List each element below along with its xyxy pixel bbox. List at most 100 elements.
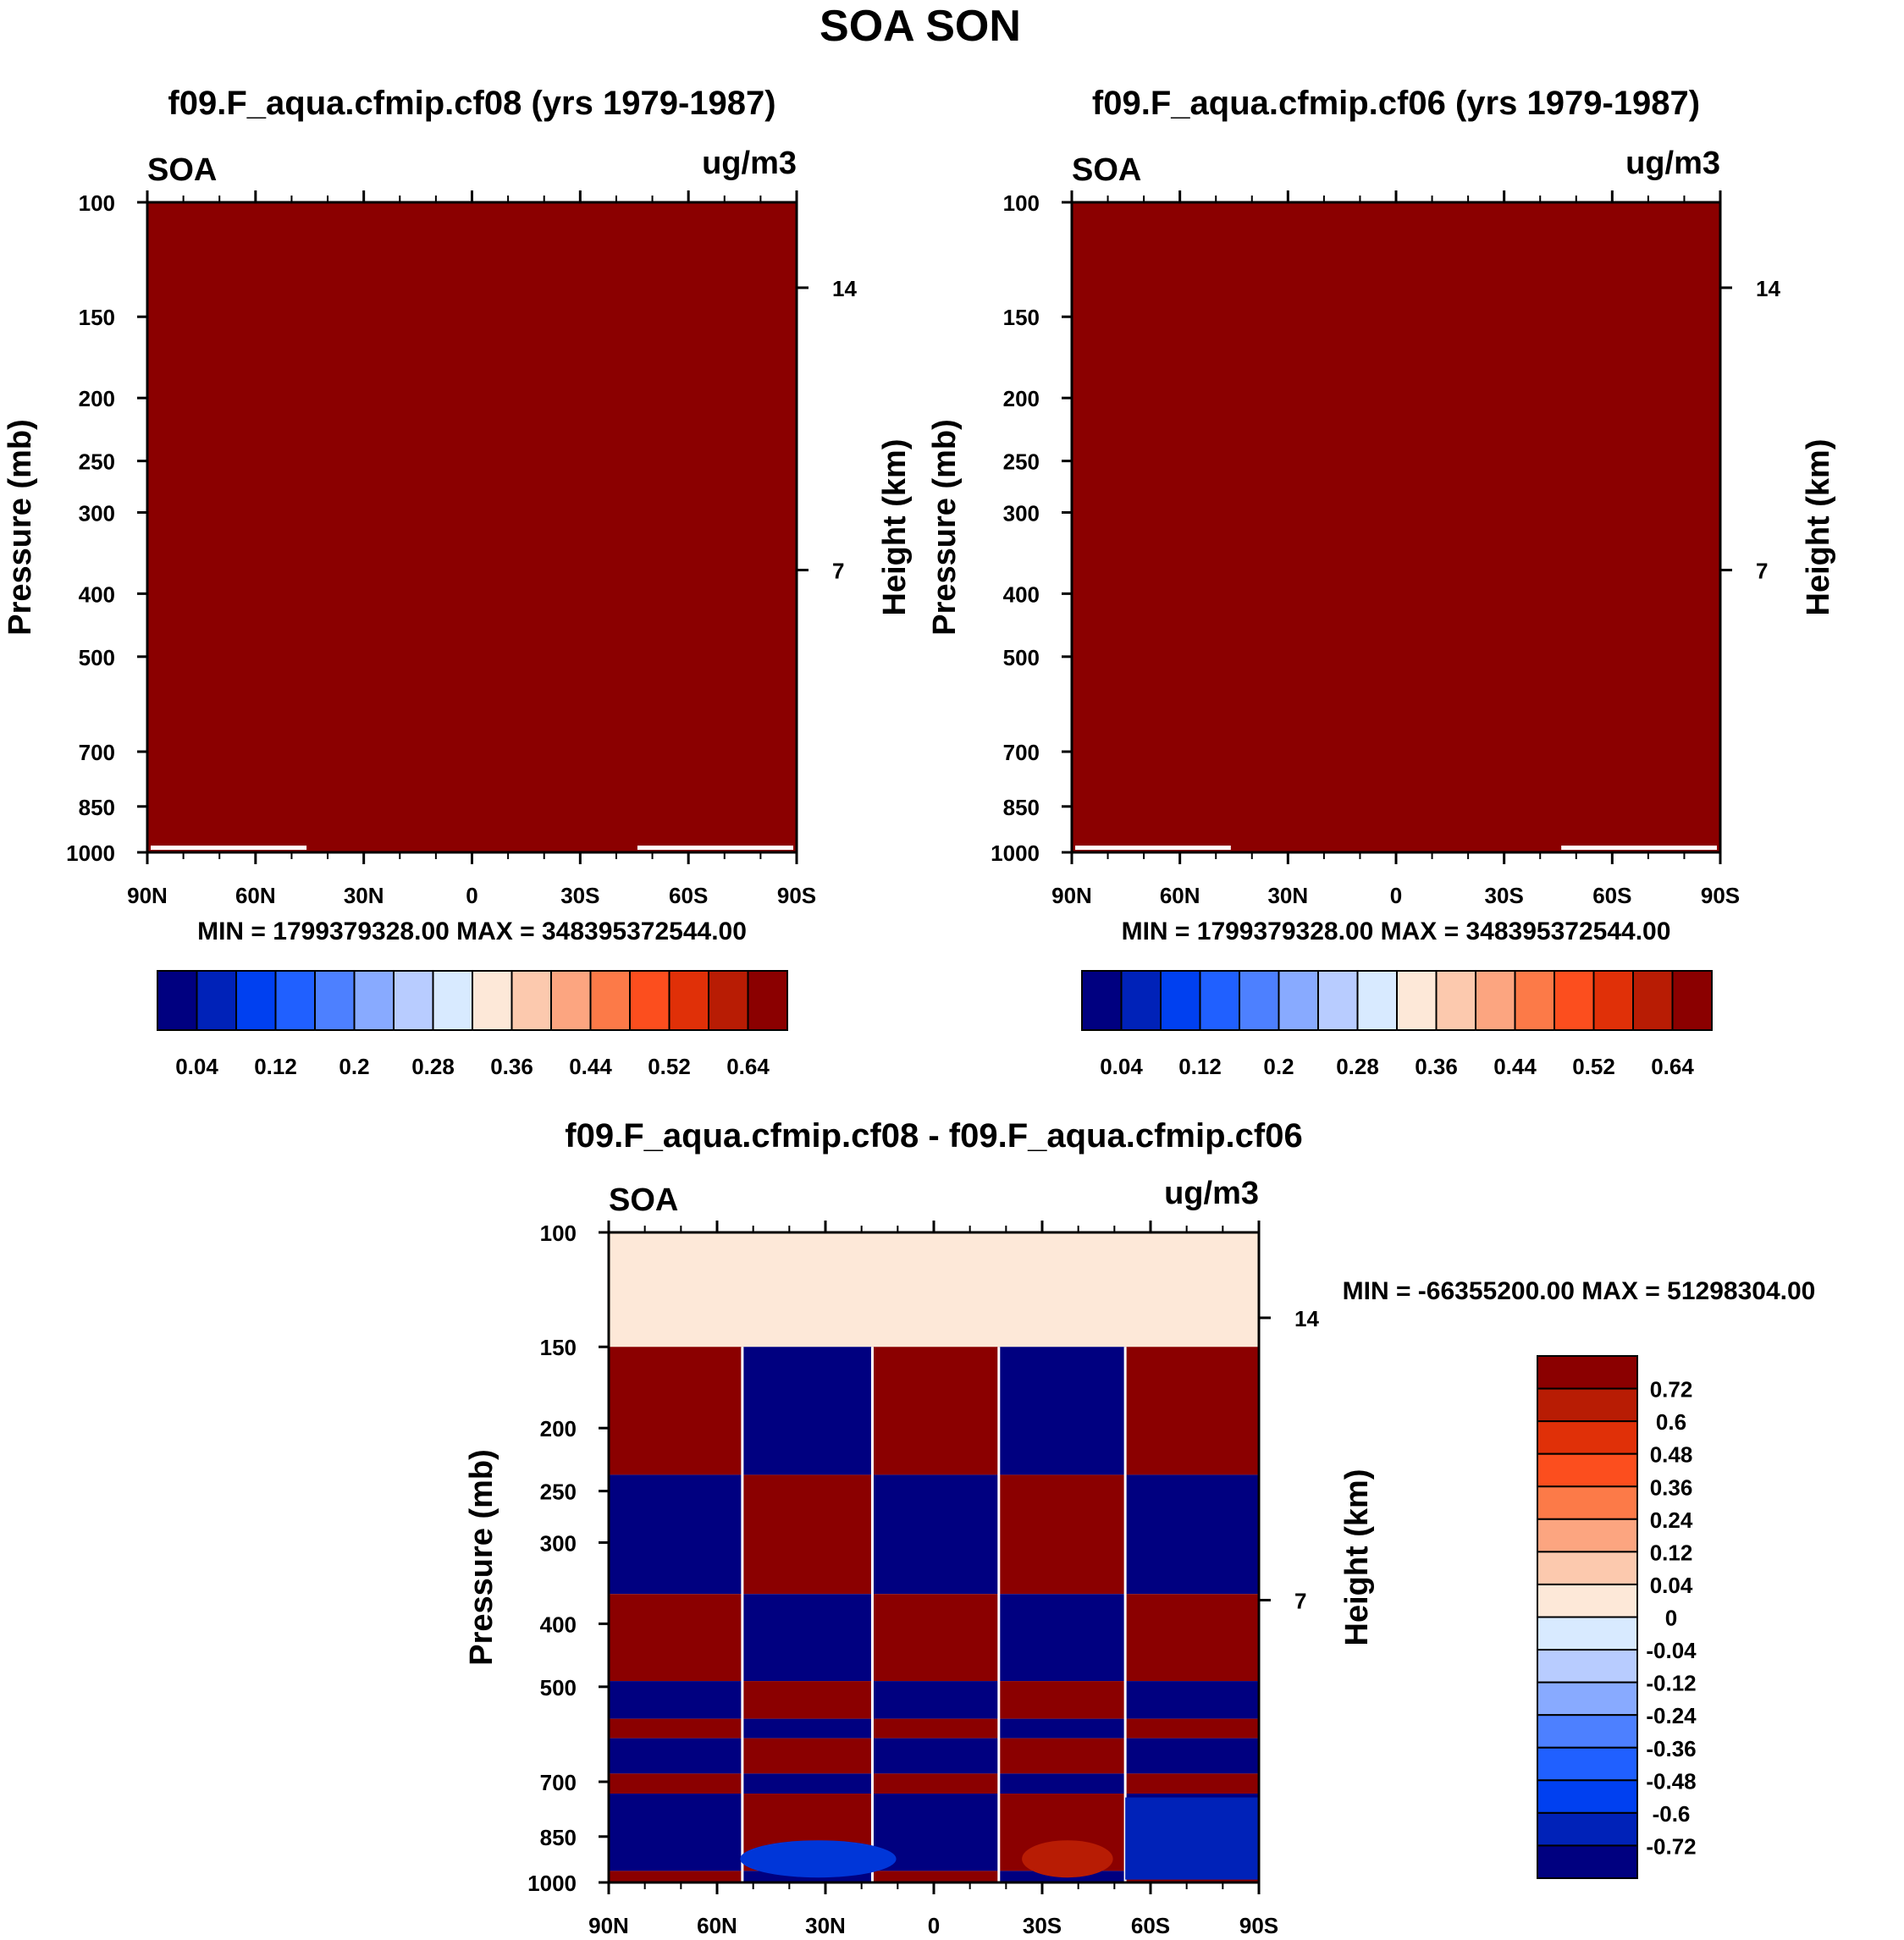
diff-cell (872, 1347, 999, 1475)
colorbar-swatch (1632, 970, 1674, 1031)
y-tick-label: 100 (79, 190, 115, 216)
x-tick-label: 90N (588, 1913, 629, 1938)
diff-cell (1125, 1681, 1259, 1719)
field-fill (1072, 202, 1720, 852)
field-label: SOA (147, 152, 217, 188)
x-tick-label: 30S (1023, 1913, 1062, 1938)
diff-cell (742, 1773, 873, 1794)
colorbar-swatch (1537, 1616, 1638, 1651)
colorbar-label: 0.12 (1650, 1540, 1693, 1565)
x-tick-label: 90N (127, 883, 168, 908)
colorbar-label: -0.24 (1646, 1703, 1697, 1728)
y-axis-title: Pressure (mb) (464, 1449, 499, 1666)
colorbar-swatch (157, 970, 198, 1031)
colorbar-label: 0.04 (175, 1054, 218, 1079)
top-layer (609, 1232, 1259, 1348)
field-label: SOA (609, 1182, 678, 1218)
colorbar-label: 0.12 (1178, 1054, 1222, 1079)
x-tick-label: 60S (1131, 1913, 1170, 1938)
colorbar-swatch (589, 970, 631, 1031)
y-tick-label: 200 (540, 1416, 577, 1441)
colorbar-swatch (1317, 970, 1359, 1031)
colorbar-label: 0.28 (1336, 1054, 1379, 1079)
y-tick-label: 250 (79, 449, 115, 475)
colorbar-swatch (747, 970, 788, 1031)
colorbar-swatch (510, 970, 552, 1031)
y-right-tick-label: 14 (1294, 1306, 1319, 1331)
colorbar-swatch (1537, 1551, 1638, 1585)
y-right-tick-label: 14 (1756, 276, 1780, 301)
colorbar-label: 0.04 (1650, 1573, 1693, 1598)
diff-cell (1125, 1718, 1259, 1739)
x-tick-label: 0 (1390, 883, 1402, 908)
y-right-axis-title: Height (km) (1339, 1469, 1375, 1646)
panel-difference: f09.F_aqua.cfmip.cf08 - f09.F_aqua.cfmip… (464, 1117, 1815, 1938)
y-tick-label: 700 (1003, 740, 1040, 765)
y-tick-label: 200 (1003, 386, 1040, 411)
colorbar-swatch (314, 970, 356, 1031)
y-tick-label: 300 (540, 1530, 577, 1556)
diff-cell (609, 1681, 742, 1719)
colorbar-swatch (1537, 1649, 1638, 1684)
diff-cell (742, 1681, 873, 1719)
x-tick-label: 30S (1485, 883, 1524, 908)
colorbar-swatch (1537, 1811, 1638, 1847)
colorbar-label: -0.12 (1646, 1671, 1696, 1696)
y-right-tick-label: 14 (832, 276, 857, 301)
y-tick-label: 150 (1003, 305, 1040, 330)
y-tick-label: 250 (1003, 449, 1040, 475)
diff-cell (998, 1474, 1126, 1595)
colorbar-swatch (353, 970, 395, 1031)
diff-cell (998, 1773, 1126, 1794)
units-label: ug/m3 (1164, 1176, 1259, 1211)
colorbar-swatch (1537, 1452, 1638, 1488)
colorbar-label: 0.28 (411, 1054, 455, 1079)
x-tick-label: 0 (928, 1913, 940, 1938)
colorbar-label: 0.72 (1650, 1377, 1693, 1403)
diff-cell (872, 1594, 999, 1682)
colorbar-swatch (432, 970, 473, 1031)
colorbar-swatch (1592, 970, 1634, 1031)
y-tick-label: 300 (79, 500, 115, 526)
y-tick-label: 700 (79, 740, 115, 765)
colorbar-swatch (1081, 970, 1123, 1031)
colorbar-swatch (1537, 1420, 1638, 1455)
y-tick-label: 850 (540, 1825, 577, 1850)
stats-label: MIN = 1799379328.00 MAX = 348395372544.0… (1122, 918, 1671, 945)
field-label: SOA (1072, 152, 1141, 188)
colorbar-label: -0.36 (1646, 1736, 1696, 1761)
x-tick-label: 30S (560, 883, 599, 908)
diff-cell (872, 1718, 999, 1739)
colorbar-label: 0.44 (569, 1054, 612, 1079)
colorbar-swatch (1514, 970, 1555, 1031)
y-right-axis-title: Height (km) (1801, 439, 1836, 616)
colorbar-label: 0.44 (1493, 1054, 1537, 1079)
missing-strip (637, 846, 793, 850)
y-tick-label: 150 (79, 305, 115, 330)
colorbar-swatch (1537, 1779, 1638, 1814)
y-tick-label: 400 (79, 581, 115, 607)
y-axis-title: Pressure (mb) (927, 419, 963, 636)
colorbar-swatch (1537, 1355, 1638, 1390)
colorbar-swatch (1537, 1714, 1638, 1749)
diff-cell (609, 1738, 742, 1774)
colorbar-label: 0.48 (1650, 1442, 1693, 1468)
diff-cell (609, 1474, 742, 1595)
diff-cell (998, 1718, 1126, 1739)
x-tick-label: 30N (1267, 883, 1308, 908)
diff-cell (872, 1871, 999, 1882)
diff-cell (998, 1594, 1126, 1682)
y-tick-label: 500 (79, 645, 115, 670)
diff-cell (742, 1474, 873, 1595)
chart-title: f09.F_aqua.cfmip.cf08 (yrs 1979-1987) (168, 85, 775, 122)
diff-cell (609, 1347, 742, 1475)
y-tick-label: 1000 (66, 840, 115, 866)
y-right-axis-title: Height (km) (877, 439, 913, 616)
y-tick-label: 850 (79, 795, 115, 820)
colorbar-swatch (196, 970, 237, 1031)
colorbar-swatch (393, 970, 434, 1031)
units-label: ug/m3 (1625, 146, 1720, 181)
y-tick-label: 1000 (991, 840, 1040, 866)
diff-cell (998, 1738, 1126, 1774)
